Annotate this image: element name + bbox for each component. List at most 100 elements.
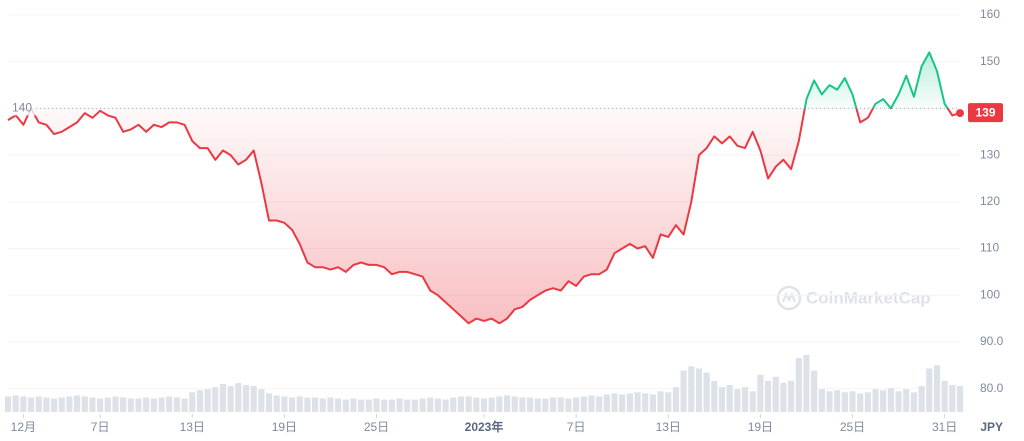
volume-bar	[887, 388, 894, 412]
volume-bar	[381, 399, 388, 412]
volume-bar	[503, 395, 511, 412]
volume-bar	[442, 399, 449, 412]
volume-bar	[50, 398, 58, 412]
volume-bar	[910, 392, 918, 412]
volume-bar	[588, 395, 595, 412]
volume-bar	[342, 399, 349, 412]
x-tick-label: 12月	[11, 420, 36, 434]
x-tick-label: 25日	[364, 420, 389, 434]
volume-bar	[826, 391, 833, 412]
volume-bar	[27, 397, 35, 412]
volume-bar	[58, 397, 65, 412]
volume-bar	[550, 397, 557, 412]
volume-bar	[511, 396, 518, 412]
volume-bar	[703, 372, 710, 412]
volume-bar	[135, 398, 142, 412]
volume-bar	[365, 399, 372, 412]
volume-bar	[849, 391, 856, 412]
volume-bar	[4, 396, 12, 412]
currency-label: JPY	[980, 420, 1003, 434]
volume-bar	[74, 395, 81, 412]
volume-bar	[603, 394, 610, 412]
volume-bar	[818, 389, 825, 412]
volume-bar	[841, 392, 848, 412]
volume-bar	[281, 396, 288, 412]
volume-bar	[741, 387, 749, 412]
y-tick-label: 160	[980, 7, 1000, 21]
volume-bar	[956, 386, 964, 412]
volume-bar	[557, 397, 564, 412]
y-tick-label: 130	[980, 147, 1000, 161]
volume-bar	[795, 358, 802, 412]
volume-bar	[718, 387, 726, 412]
volume-bar	[596, 396, 603, 412]
volume-bar	[196, 390, 204, 412]
x-tick-label: 13日	[180, 420, 205, 434]
volume-bar	[104, 397, 111, 412]
baseline-label-bg	[8, 99, 36, 116]
volume-bar	[212, 387, 219, 412]
volume-bar	[695, 368, 703, 412]
price-line	[7, 51, 961, 325]
volume-bar	[181, 398, 188, 412]
volume-bar	[427, 397, 434, 412]
volume-bar	[634, 392, 641, 412]
volume-bar	[66, 396, 73, 412]
volume-bar	[626, 393, 633, 412]
x-tick-label: 7日	[91, 420, 110, 434]
volume-bar	[772, 376, 779, 412]
watermark-text: CoinMarketCap	[806, 288, 931, 307]
x-tick-label: 25日	[840, 420, 865, 434]
volume-bar	[242, 385, 250, 412]
volume-bar	[496, 396, 503, 412]
volume-bar	[81, 396, 88, 412]
volume-bar	[764, 380, 772, 412]
volume-bar	[419, 398, 426, 412]
volume-bar	[611, 393, 618, 412]
volume-bar	[235, 382, 242, 412]
volume-bar	[473, 397, 480, 412]
volume-bar	[895, 391, 902, 412]
volume-bar	[465, 396, 472, 412]
volume-bar	[457, 396, 465, 412]
volume-bar	[580, 396, 587, 412]
volume-bar	[358, 399, 365, 412]
volume-bar	[573, 397, 580, 412]
x-tick-label: 31日	[932, 420, 957, 434]
volume-bar	[304, 397, 311, 412]
volume-bar	[312, 397, 319, 412]
y-tick-label: 90.0	[980, 334, 1004, 348]
volume-bar	[265, 393, 273, 412]
volume-bar	[127, 398, 134, 412]
volume-bar	[12, 395, 19, 412]
area-fill	[8, 52, 960, 324]
volume-bar	[43, 397, 50, 412]
price-tag-label: 139	[975, 105, 995, 119]
volume-bar	[450, 397, 457, 412]
last-point	[956, 109, 964, 118]
volume-bar	[519, 397, 526, 412]
volume-bar	[680, 370, 687, 412]
volume-bar	[396, 398, 403, 412]
volume-bar	[726, 385, 733, 412]
volume-bar	[288, 397, 296, 412]
volume-bar	[933, 365, 941, 412]
y-tick-label: 150	[980, 54, 1000, 68]
y-tick-label: 120	[980, 194, 1000, 208]
volume-bar	[20, 396, 27, 412]
watermark: CoinMarketCap	[776, 285, 931, 311]
volume-bar	[404, 399, 411, 412]
volume-bar	[649, 394, 656, 412]
x-tick-label: 19日	[272, 420, 297, 434]
x-tick-label: 2023年	[465, 419, 504, 434]
volume-bar	[327, 397, 334, 412]
volume-bar	[534, 398, 541, 412]
volume-bar	[926, 368, 933, 412]
volume-bar	[166, 396, 173, 412]
volume-bar	[834, 390, 841, 412]
volume-bar	[488, 397, 495, 412]
volume-bar	[150, 398, 157, 412]
volume-bar	[296, 396, 303, 412]
volume-bar	[112, 396, 119, 412]
